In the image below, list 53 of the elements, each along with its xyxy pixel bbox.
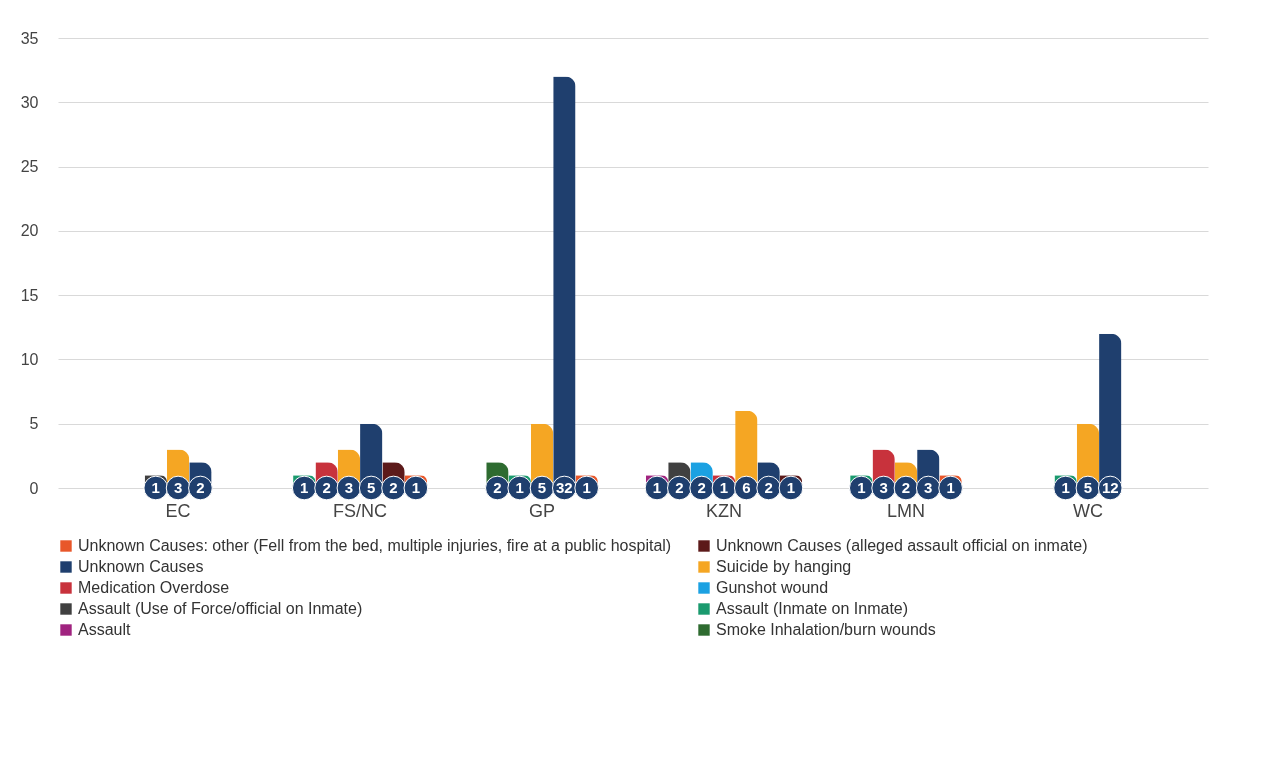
data-label: 1: [515, 479, 524, 496]
data-label: 2: [764, 479, 773, 496]
data-label: 12: [1101, 479, 1119, 496]
y-tick-label: 0: [29, 479, 39, 497]
legend-label: Unknown Causes: [78, 558, 204, 575]
data-label: 3: [173, 479, 183, 496]
y-tick-label: 35: [20, 29, 39, 47]
legend-label: Assault (Inmate on Inmate): [716, 600, 909, 617]
data-label: 1: [652, 479, 662, 496]
y-tick-label: 15: [20, 286, 39, 304]
data-label: 2: [697, 479, 706, 496]
legend-label: Unknown Causes (alleged assault official on inmate): [716, 537, 1088, 554]
data-label: 1: [300, 479, 309, 496]
data-label: 2: [196, 479, 205, 496]
data-label: 3: [344, 479, 354, 496]
data-label: 1: [151, 479, 160, 496]
data-label: 1: [719, 479, 729, 496]
data-label: 1: [411, 479, 421, 496]
legend-label: Assault: [78, 621, 132, 638]
data-label: 6: [742, 479, 751, 496]
x-tick-label: WC: [1072, 500, 1103, 521]
x-tick-label: GP: [529, 500, 556, 521]
data-label: 5: [1083, 479, 1093, 496]
legend-label: Assault (Use of Force/official on Inmate): [78, 600, 363, 617]
data-label: 1: [857, 479, 866, 496]
legend-label: Unknown Causes: other (Fell from the bed, multiple injuries, fire at a public hospital): [78, 537, 672, 554]
legend-label: Suicide by hanging: [716, 558, 852, 575]
data-label: 1: [1061, 479, 1070, 496]
y-tick-label: 30: [20, 93, 39, 111]
legend-label: Smoke Inhalation/burn wounds: [716, 621, 936, 638]
data-label: 2: [389, 479, 398, 496]
data-label: 2: [901, 479, 911, 496]
data-label: 2: [493, 479, 502, 496]
x-tick-label: LMN: [886, 500, 925, 521]
legend-label: Gunshot wound: [716, 579, 829, 596]
data-label: 3: [924, 479, 933, 496]
data-label: 1: [582, 479, 591, 496]
data-label: 2: [675, 479, 684, 496]
x-tick-label: KZN: [705, 500, 742, 521]
data-label: 3: [879, 479, 888, 496]
y-tick-label: 5: [29, 415, 39, 433]
data-label: 5: [537, 479, 547, 496]
data-label: 32: [556, 479, 573, 496]
data-label: 5: [367, 479, 376, 496]
x-tick-label: EC: [165, 500, 191, 521]
data-label: 1: [786, 479, 796, 496]
x-tick-label: FS/NC: [333, 500, 388, 521]
y-tick-label: 10: [20, 350, 39, 368]
y-tick-label: 25: [20, 158, 39, 176]
y-tick-label: 20: [20, 222, 39, 240]
legend-label: Medication Overdose: [78, 579, 230, 596]
data-label: 1: [946, 479, 955, 496]
data-label: 2: [322, 479, 331, 496]
